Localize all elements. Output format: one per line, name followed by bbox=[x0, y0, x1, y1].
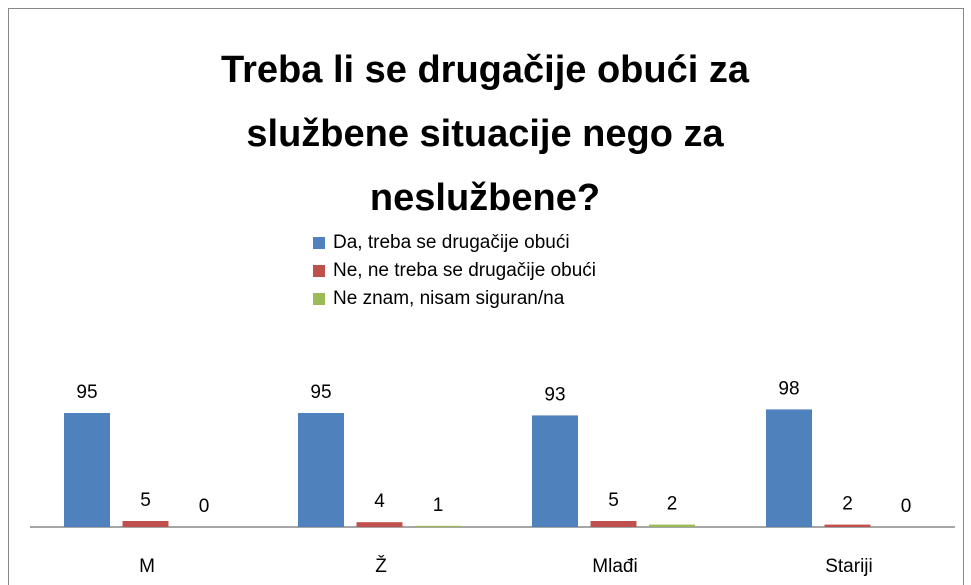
bar bbox=[64, 413, 110, 527]
value-label: 1 bbox=[433, 495, 444, 516]
legend-swatch bbox=[313, 237, 325, 249]
bar bbox=[766, 409, 812, 527]
chart-frame bbox=[8, 8, 964, 585]
value-label: 5 bbox=[608, 490, 619, 511]
bar bbox=[298, 413, 344, 527]
bar bbox=[532, 415, 578, 527]
value-label: 2 bbox=[667, 494, 678, 515]
value-label: 93 bbox=[544, 384, 565, 405]
value-label: 5 bbox=[140, 490, 151, 511]
bar bbox=[824, 524, 871, 527]
legend-label: Da, treba se drugačije obući bbox=[333, 232, 570, 253]
legend-label: Ne, ne treba se drugačije obući bbox=[333, 260, 596, 281]
bar bbox=[122, 521, 169, 527]
value-label: 98 bbox=[778, 378, 799, 399]
x-tick-label: Ž bbox=[375, 555, 387, 577]
value-label: 2 bbox=[842, 494, 853, 515]
x-tick-label: Mlađi bbox=[592, 556, 637, 577]
value-label: 95 bbox=[310, 382, 331, 403]
value-label: 95 bbox=[76, 382, 97, 403]
value-label: 0 bbox=[199, 496, 210, 517]
chart-title: Treba li se drugačije obući za službene … bbox=[221, 49, 749, 219]
bar bbox=[356, 522, 403, 527]
legend-swatch bbox=[313, 293, 325, 305]
x-tick-label: M bbox=[139, 556, 155, 577]
legend-label: Ne znam, nisam siguran/na bbox=[333, 288, 565, 309]
bar bbox=[415, 525, 461, 527]
x-tick-label: Stariji bbox=[825, 556, 873, 577]
legend-swatch bbox=[313, 265, 325, 277]
value-label: 4 bbox=[374, 491, 385, 512]
bar bbox=[590, 521, 637, 527]
bar bbox=[649, 524, 695, 527]
value-label: 0 bbox=[901, 496, 912, 517]
